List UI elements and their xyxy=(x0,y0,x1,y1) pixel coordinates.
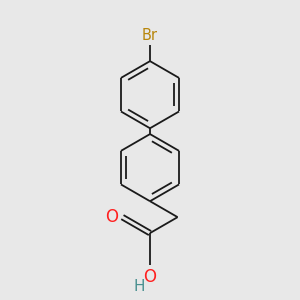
Text: O: O xyxy=(143,268,157,286)
Text: O: O xyxy=(105,208,118,226)
Text: H: H xyxy=(133,279,145,294)
Text: Br: Br xyxy=(142,28,158,43)
